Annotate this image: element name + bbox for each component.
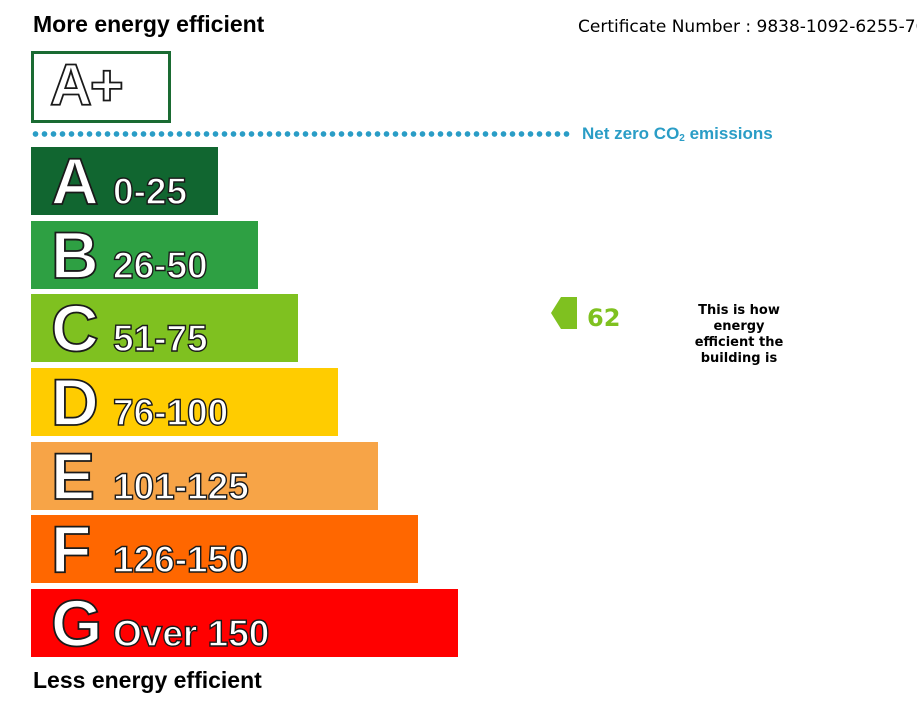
net-zero-suffix: emissions xyxy=(684,124,773,143)
band-d-range: 76-100 xyxy=(112,391,229,433)
net-zero-dotted-line xyxy=(31,131,571,137)
more-efficient-label: More energy efficient xyxy=(33,11,265,37)
band-c-range: 51-75 xyxy=(112,317,208,359)
rating-value: 62 xyxy=(587,304,621,332)
band-g-letter: G xyxy=(50,585,103,661)
less-efficient-label: Less energy efficient xyxy=(33,667,262,693)
band-e-range: 101-125 xyxy=(112,465,249,507)
band-d-letter: D xyxy=(50,364,99,440)
band-f-range: 126-150 xyxy=(112,538,249,580)
certificate-number: Certificate Number : 9838-1092-6255-7665 xyxy=(578,17,917,37)
band-a-range: 0-25 xyxy=(112,170,188,212)
net-zero-label: Net zero CO2 emissions xyxy=(582,124,773,144)
rating-arrow-shape xyxy=(551,297,577,329)
aplus-box: A+ xyxy=(31,51,171,123)
band-g: G Over 150 xyxy=(31,585,458,661)
aplus-label: A+ xyxy=(49,52,125,119)
rating-arrow-icon xyxy=(551,297,577,329)
band-c: C 51-75 xyxy=(31,290,298,366)
band-b: B 26-50 xyxy=(31,217,258,293)
band-f: F 126-150 xyxy=(31,511,418,587)
rating-caption: This is how energy efficient the buildin… xyxy=(694,303,784,366)
band-b-range: 26-50 xyxy=(112,244,208,286)
band-d: D 76-100 xyxy=(31,364,338,440)
band-e-letter: E xyxy=(50,438,96,514)
band-c-letter: C xyxy=(50,290,99,366)
band-a-letter: A xyxy=(50,143,99,219)
band-a: A 0-25 xyxy=(31,143,218,219)
band-f-letter: F xyxy=(50,511,92,587)
band-e: E 101-125 xyxy=(31,438,378,514)
net-zero-subscript: 2 xyxy=(679,133,685,144)
band-g-range: Over 150 xyxy=(112,612,270,654)
band-b-letter: B xyxy=(50,217,99,293)
net-zero-prefix: Net zero CO xyxy=(582,124,680,143)
